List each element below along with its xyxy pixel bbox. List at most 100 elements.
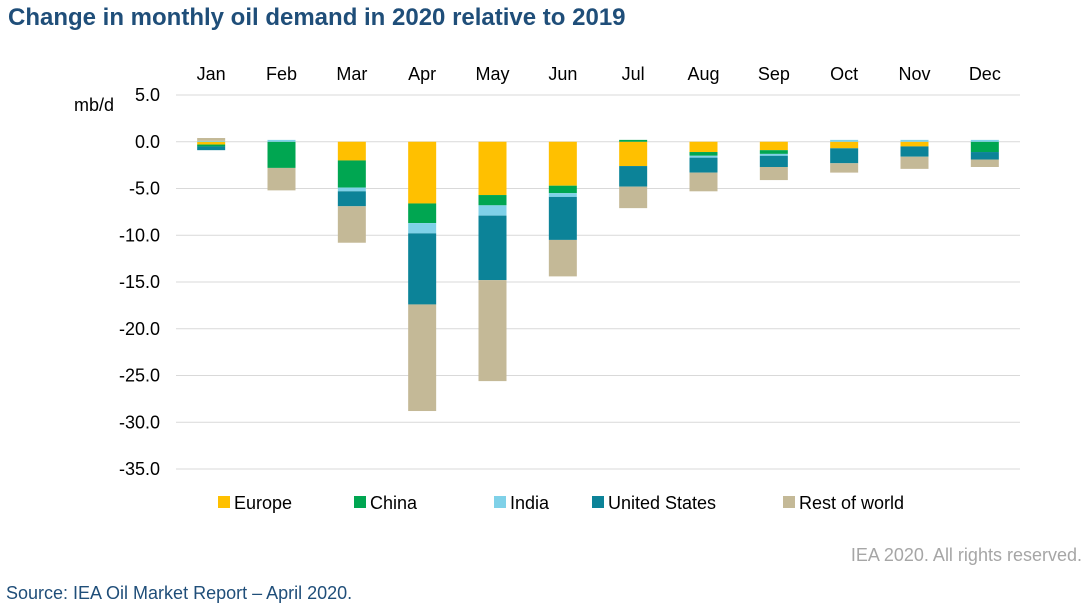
y-tick-label: 0.0 — [135, 132, 160, 152]
legend-label: Rest of world — [799, 493, 904, 513]
bar-segment-rest-of-world — [900, 156, 929, 169]
x-tick-label: Dec — [969, 64, 1001, 84]
bar-segment-europe — [830, 141, 859, 149]
bar-segment-europe — [337, 141, 366, 161]
bar-segment-china — [689, 152, 718, 156]
bar-segment-europe — [197, 141, 226, 145]
bar-segment-united-states — [408, 233, 437, 305]
legend-item: United States — [592, 493, 716, 513]
legend-item: China — [354, 493, 418, 513]
y-tick-label: -5.0 — [129, 179, 160, 199]
x-tick-label: Apr — [408, 64, 436, 84]
bar-segment-united-states — [337, 191, 366, 207]
bar-segment-rest-of-world — [337, 206, 366, 243]
x-tick-label: Nov — [898, 64, 930, 84]
bar-segment-rest-of-world — [970, 159, 999, 167]
y-tick-label: 5.0 — [135, 85, 160, 105]
bar-segment-united-states — [619, 166, 648, 187]
bar-segment-europe — [759, 141, 788, 151]
bar-segment-india — [970, 139, 999, 142]
bar-segment-rest-of-world — [408, 304, 437, 412]
bar-segment-europe — [689, 141, 718, 153]
y-axis-label: mb/d — [74, 95, 114, 115]
x-tick-label: Feb — [266, 64, 297, 84]
legend-item: Europe — [218, 493, 292, 513]
bar-segment-europe — [408, 141, 437, 204]
legend-swatch — [783, 496, 795, 508]
bar-segment-united-states — [197, 146, 226, 151]
legend-label: China — [370, 493, 418, 513]
bar-segment-united-states — [548, 196, 577, 240]
legend-swatch — [494, 496, 506, 508]
x-tick-label: May — [475, 64, 509, 84]
legend-label: United States — [608, 493, 716, 513]
bar-segment-china — [619, 139, 648, 142]
bar-segment-united-states — [900, 146, 929, 157]
y-tick-label: -25.0 — [119, 366, 160, 386]
bar-segment-china — [337, 160, 366, 188]
x-tick-label: Jan — [197, 64, 226, 84]
bar-segment-china — [267, 141, 296, 168]
bar-segment-india — [830, 139, 859, 142]
bars — [197, 138, 999, 412]
bar-segment-rest-of-world — [548, 239, 577, 277]
y-tick-label: -10.0 — [119, 225, 160, 245]
bar-segment-india — [548, 193, 577, 197]
bar-segment-rest-of-world — [759, 166, 788, 181]
y-tick-label: -30.0 — [119, 412, 160, 432]
gridlines — [176, 94, 1020, 470]
legend-swatch — [354, 496, 366, 508]
legend-swatch — [218, 496, 230, 508]
bar-segment-europe — [900, 141, 929, 147]
legend-swatch — [592, 496, 604, 508]
x-tick-label: Mar — [336, 64, 367, 84]
bar-segment-india — [337, 187, 366, 192]
bar-segment-europe — [478, 141, 507, 196]
bar-segment-china — [478, 195, 507, 206]
bar-segment-india — [197, 140, 226, 142]
bar-segment-china — [548, 185, 577, 194]
bar-segment-europe — [619, 141, 648, 167]
legend: Europe China India United States Rest of wor… — [218, 493, 904, 513]
x-tick-label: Aug — [687, 64, 719, 84]
x-axis-labels: Jan Feb Mar Apr May Jun Jul Aug Sep Oct Nov Dec — [197, 64, 1001, 84]
y-axis: 5.0 0.0 -5.0 -10.0 -15.0 -20.0 -25.0 -30.0 -35.0… — [74, 85, 160, 479]
bar-segment-india — [408, 223, 437, 234]
bar-segment-india — [900, 139, 929, 142]
bar-segment-united-states — [478, 215, 507, 281]
bar-segment-united-states — [689, 157, 718, 173]
bar-segment-rest-of-world — [478, 280, 507, 382]
y-tick-label: -15.0 — [119, 272, 160, 292]
legend-item: Rest of world — [783, 493, 904, 513]
bar-segment-india — [759, 153, 788, 156]
copyright-notice: IEA 2020. All rights reserved. — [850, 545, 1082, 565]
x-tick-label: Jul — [622, 64, 645, 84]
x-tick-label: Oct — [830, 64, 858, 84]
bar-segment-united-states — [759, 155, 788, 167]
bar-segment-china — [759, 150, 788, 154]
bar-segment-rest-of-world — [197, 138, 226, 141]
chart-title: Change in monthly oil demand in 2020 rel… — [8, 4, 626, 31]
bar-segment-india — [267, 139, 296, 142]
bar-segment-india — [478, 205, 507, 216]
bar-segment-china — [408, 203, 437, 224]
bar-segment-rest-of-world — [267, 167, 296, 191]
bar-segment-china — [970, 141, 999, 153]
legend-item: India — [494, 493, 550, 513]
y-tick-label: -35.0 — [119, 459, 160, 479]
bar-segment-rest-of-world — [619, 186, 648, 209]
legend-label: India — [510, 493, 550, 513]
y-tick-label: -20.0 — [119, 319, 160, 339]
bar-segment-india — [689, 155, 718, 158]
bar-segment-china — [197, 144, 226, 147]
bar-segment-europe — [548, 141, 577, 186]
bar-segment-rest-of-world — [830, 163, 859, 173]
source-note: Source: IEA Oil Market Report – April 20… — [6, 583, 353, 603]
legend-label: Europe — [234, 493, 292, 513]
stacked-bar-chart: 5.0 0.0 -5.0 -10.0 -15.0 -20.0 -25.0 -30.0 -35.0… — [74, 64, 1020, 513]
bar-segment-united-states — [970, 152, 999, 160]
bar-segment-rest-of-world — [689, 172, 718, 192]
x-tick-label: Jun — [548, 64, 577, 84]
bar-segment-united-states — [830, 148, 859, 164]
x-tick-label: Sep — [758, 64, 790, 84]
